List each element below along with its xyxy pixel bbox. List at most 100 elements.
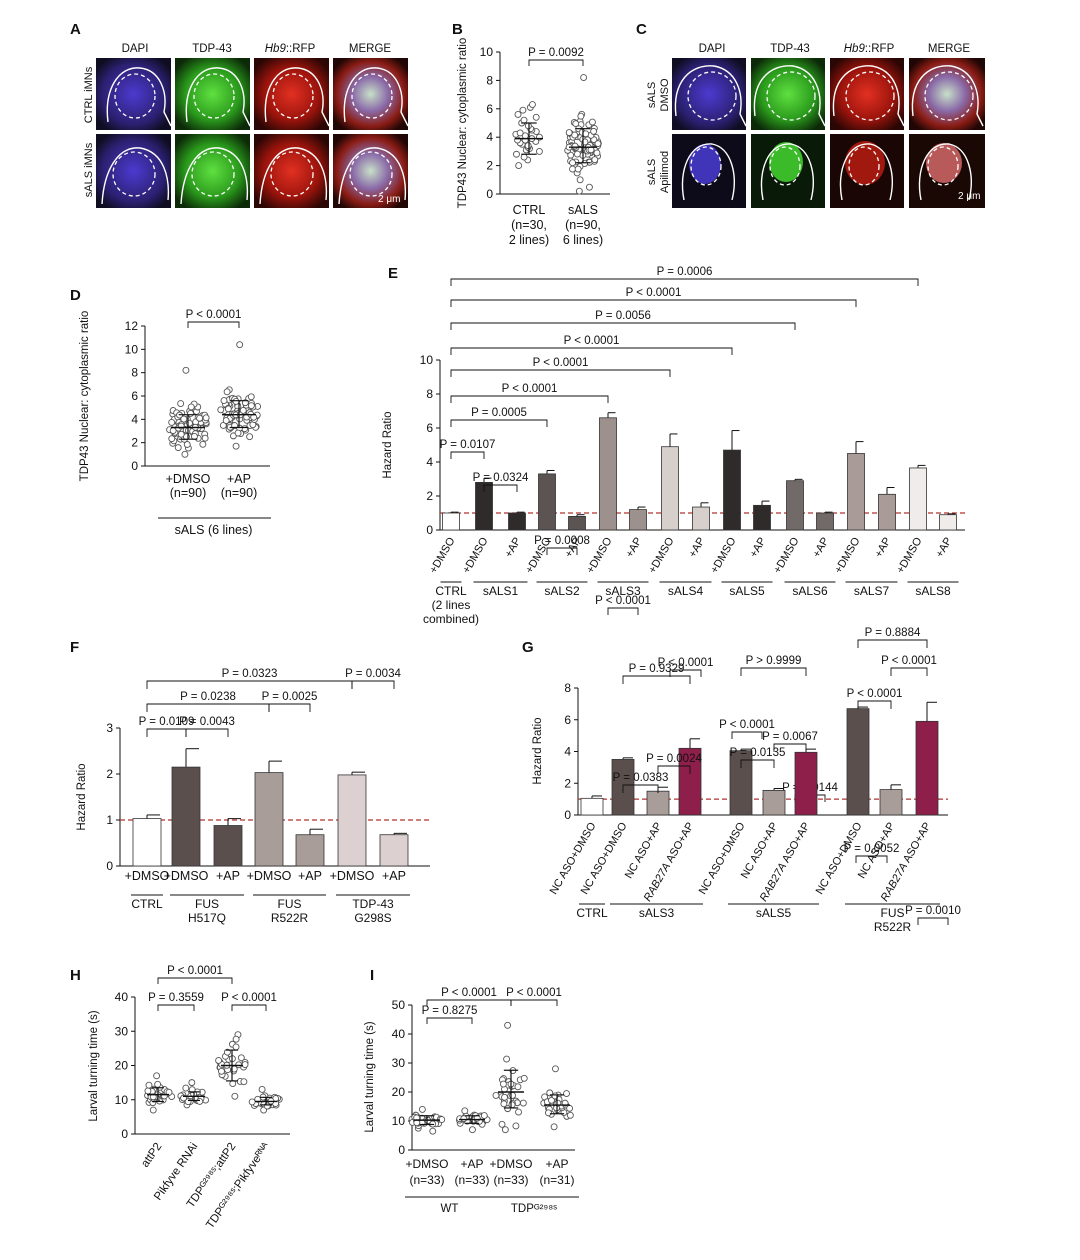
data-point <box>492 1091 500 1099</box>
bar <box>915 720 939 816</box>
p-value-label: P = 0.9329 <box>629 663 685 675</box>
data-point <box>520 1074 528 1082</box>
significance-bracket <box>426 1017 473 1024</box>
svg-text:DMSO: DMSO <box>659 78 671 111</box>
bar <box>646 790 670 816</box>
data-point <box>529 101 536 108</box>
y-tick-label: 2 <box>486 159 493 173</box>
y-tick-label: 8 <box>486 73 493 87</box>
x-tick-label: +DMSO <box>646 535 676 576</box>
data-point <box>429 1127 437 1135</box>
p-value-label: P = 0.0010 <box>905 905 961 917</box>
y-tick-label: 0 <box>564 808 571 822</box>
y-axis-label: Larval turning time (s) <box>364 1021 376 1132</box>
data-point <box>168 435 176 443</box>
data-point <box>222 417 230 425</box>
significance-bracket <box>185 728 229 737</box>
y-tick-label: 6 <box>426 421 433 435</box>
p-value-label: P = 0.0383 <box>613 772 669 784</box>
x-group-label: 2 lines) <box>509 233 549 247</box>
panel-a-row-sals: sALS iMNs <box>83 142 95 197</box>
chart-d: D 0 2 4 6 8 10 12 TDP43 Nuclear: cytoplasmic rat… <box>70 287 271 537</box>
bar <box>939 514 957 531</box>
panel-g-letter: G <box>522 639 534 656</box>
data-point <box>258 1086 266 1093</box>
data-point <box>223 388 231 396</box>
x-tick-label: +AP <box>382 869 406 883</box>
y-tick-label: 10 <box>115 1093 129 1107</box>
data-point <box>460 1115 468 1123</box>
data-point <box>575 187 583 195</box>
significance-bracket <box>657 765 691 774</box>
x-tick-label: +AP <box>934 536 955 560</box>
data-point <box>589 118 596 126</box>
p-value-label: P = 0.0324 <box>473 472 529 484</box>
data-point <box>183 441 191 448</box>
y-tick-label: 10 <box>420 353 434 367</box>
bar <box>847 453 865 531</box>
bar <box>661 446 679 531</box>
significance-bracket <box>607 607 639 615</box>
data-point <box>566 1104 574 1112</box>
data-point <box>169 427 177 435</box>
data-point <box>231 1092 239 1100</box>
data-point <box>188 1079 196 1087</box>
micrograph-c-1-2 <box>751 58 825 130</box>
p-value-label: P < 0.0001 <box>533 357 589 369</box>
p-value-label: P = 0.0135 <box>730 747 786 759</box>
data-point <box>241 1061 249 1068</box>
data-point <box>153 1072 161 1080</box>
bar <box>846 708 870 816</box>
x-group-label: H517Q <box>188 911 226 925</box>
x-group-label: 6 lines) <box>563 233 603 247</box>
panel-a-letter: A <box>70 21 81 38</box>
p-value-label: P = 0.0067 <box>762 731 818 743</box>
significance-bracket <box>528 59 584 66</box>
data-point <box>552 1065 559 1073</box>
data-point <box>513 150 520 158</box>
x-group-label: (n=33) <box>493 1173 528 1187</box>
x-group-label: (n=90) <box>221 486 257 500</box>
data-point <box>585 183 593 191</box>
x-group-label: CTRL <box>435 584 467 598</box>
x-group-label: (n=90) <box>170 486 206 500</box>
significance-bracket <box>857 700 892 709</box>
x-tick-label: +DMSO <box>771 535 801 576</box>
data-point <box>515 162 523 170</box>
data-point <box>535 147 543 155</box>
data-point <box>524 122 532 130</box>
x-group-label: +DMSO <box>405 1157 448 1171</box>
bar <box>729 750 753 816</box>
bar <box>580 797 604 816</box>
svg-text:sALS: sALS <box>646 159 658 185</box>
significance-bracket <box>450 299 857 307</box>
p-value-label: P = 0.8884 <box>865 627 921 639</box>
significance-bracket <box>231 1004 267 1011</box>
x-group-label: CTRL <box>131 897 163 911</box>
panel-i-letter: I <box>370 967 374 984</box>
data-point <box>571 131 579 139</box>
y-axis-label: TDP43 Nuclear: cytoplasmic ratio <box>79 311 91 482</box>
p-value-label: P = 0.0107 <box>440 439 496 451</box>
p-value-label: P = 0.0238 <box>180 691 236 703</box>
significance-bracket <box>510 999 558 1006</box>
x-tick-label: NC ASO+DMSO <box>697 820 748 897</box>
x-group-label: sALS4 <box>668 584 704 598</box>
x-tick-label: +DMSO <box>427 535 457 576</box>
significance-bracket <box>731 731 763 739</box>
y-tick-label: 3 <box>106 721 113 735</box>
data-point <box>520 153 528 161</box>
significance-bracket <box>450 369 671 377</box>
x-group-label: FUS <box>278 897 302 911</box>
x-group-label: FUS <box>881 906 905 920</box>
bar <box>508 512 526 531</box>
data-point <box>149 1106 157 1114</box>
y-tick-label: 0 <box>106 859 113 873</box>
x-tick-label: +DMSO <box>460 535 490 576</box>
panel-c-header-tdp43: TDP-43 <box>770 43 810 55</box>
p-value-label: P < 0.0001 <box>441 987 497 999</box>
data-point <box>591 156 599 164</box>
x-tick-label: +DMSO <box>164 869 209 883</box>
bar <box>568 516 586 531</box>
